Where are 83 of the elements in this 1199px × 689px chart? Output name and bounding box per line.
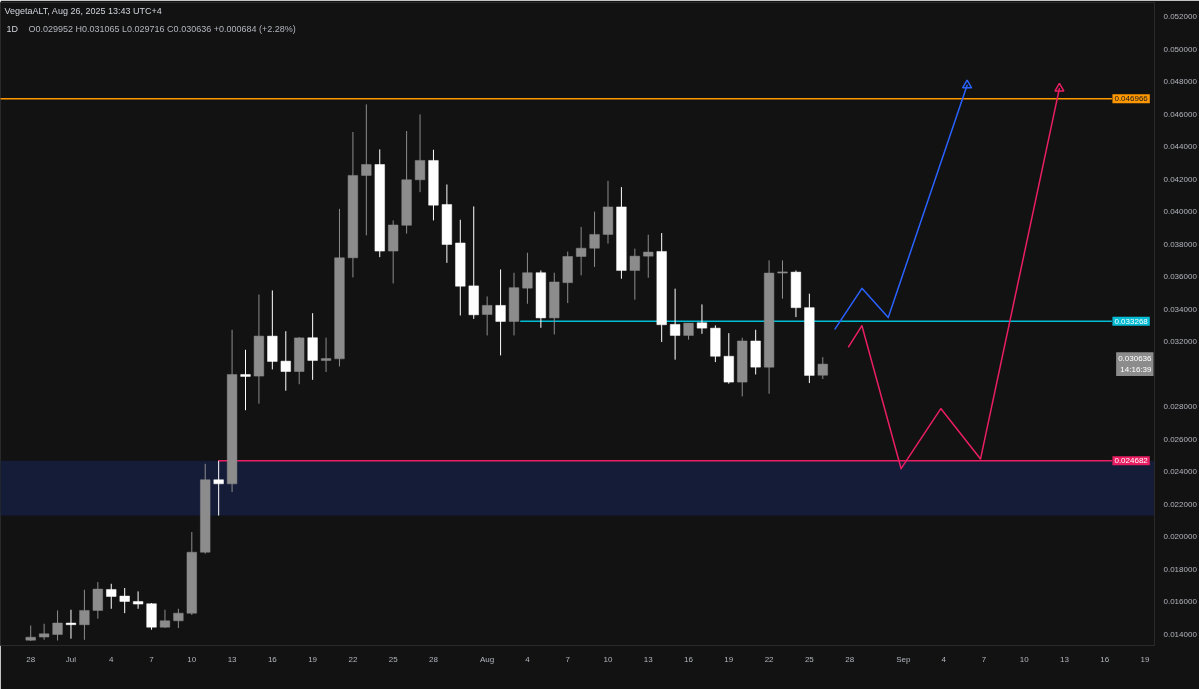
- candlestick: [482, 295, 493, 336]
- data-label: 0.033268: [1114, 316, 1149, 326]
- candlestick: [52, 609, 63, 641]
- y-tick-label: 0.036000: [1163, 272, 1198, 282]
- candlestick: [119, 587, 130, 614]
- candlestick: [159, 609, 171, 629]
- candlestick: [777, 259, 788, 300]
- x-tick-label: 4: [109, 654, 115, 664]
- x-tick-label: 13: [1059, 654, 1070, 664]
- candlestick: [65, 609, 77, 640]
- x-tick-label: 16: [267, 654, 278, 664]
- x-tick-label: 7: [565, 654, 571, 664]
- y-tick-label: 0.016000: [1163, 597, 1198, 607]
- y-tick-label: 0.014000: [1163, 629, 1198, 639]
- x-tick-label: Sep: [896, 654, 912, 664]
- x-tick-label: 16: [684, 654, 694, 664]
- y-tick-label: 0.028000: [1163, 402, 1198, 412]
- x-tick-label: 10: [603, 654, 613, 664]
- x-tick-label: 22: [764, 654, 775, 664]
- candlestick: [39, 623, 50, 641]
- candlestick: [307, 312, 318, 381]
- candlestick: [361, 103, 372, 236]
- y-tick-label: 0.038000: [1163, 239, 1198, 249]
- annotation: VegetaALT, Aug 26, 2025 13:43 UTC+4: [4, 5, 162, 16]
- text: O0.029952 H0.031065 L0.029716 C0.030636 +0.000684 (+2.28%): [28, 23, 296, 34]
- candlestick: [817, 356, 828, 380]
- candlestick: [576, 226, 587, 276]
- data-label: 0.046966: [1114, 94, 1149, 104]
- candlestick: [522, 252, 533, 305]
- x-tick-label: 16: [1100, 654, 1110, 664]
- y-tick-label: 0.022000: [1163, 499, 1198, 509]
- x-tick-label: 10: [187, 654, 197, 664]
- y-tick-label: 0.048000: [1163, 77, 1198, 87]
- candlestick: [92, 581, 103, 620]
- x-tick-label: 7: [149, 654, 155, 664]
- x-tick-label: 22: [348, 654, 358, 664]
- candlestick: [320, 337, 332, 373]
- y-tick-label: 0.042000: [1163, 174, 1198, 184]
- x-tick-label: 10: [1019, 654, 1030, 664]
- x-tick-label: 25: [804, 654, 815, 664]
- y-tick-label: 0.026000: [1163, 434, 1198, 444]
- candlestick: [589, 211, 600, 268]
- candlestick: [696, 303, 708, 335]
- x-tick-label: 28: [845, 654, 855, 664]
- candlestick: [670, 288, 681, 361]
- candlestick: [79, 589, 90, 641]
- y-tick-label: 0.050000: [1163, 44, 1198, 54]
- candlestick: [495, 268, 506, 356]
- candlestick: [106, 583, 117, 610]
- y-tick-label: 0.032000: [1163, 337, 1198, 347]
- y-tick-label: 0.052000: [1163, 12, 1198, 22]
- y-tick-label: 0.034000: [1163, 304, 1198, 314]
- y-tick-label: 0.018000: [1163, 564, 1198, 574]
- x-tick-label: 28: [26, 654, 36, 664]
- candlestick: [240, 349, 251, 411]
- x-tick-label: Aug: [480, 654, 495, 664]
- annotation: 0.030636 14:16:39: [1118, 354, 1153, 375]
- x-tick-label: 13: [643, 654, 654, 664]
- y-tick-label: 0.024000: [1163, 467, 1198, 477]
- candlestick: [280, 330, 291, 392]
- x-tick-label: 19: [724, 654, 734, 664]
- x-tick-label: 4: [525, 654, 531, 664]
- x-tick-label: Jul: [65, 654, 77, 664]
- candlestick: [146, 602, 157, 631]
- candlestick: [414, 113, 426, 193]
- y-tick-label: 0.020000: [1163, 532, 1198, 542]
- y-tick-label: 0.040000: [1163, 207, 1198, 217]
- x-tick-label: 19: [1140, 654, 1150, 664]
- x-tick-label: 4: [941, 654, 947, 664]
- data-label: 0.024682: [1114, 456, 1149, 466]
- x-tick-label: 25: [388, 654, 399, 664]
- candlestick: [133, 590, 144, 610]
- text: 1D: [6, 23, 19, 34]
- candlestick: [629, 248, 640, 301]
- candlestick: [643, 234, 654, 279]
- x-tick-label: 28: [429, 654, 439, 664]
- x-tick-label: 7: [981, 654, 987, 664]
- candlestick: [213, 460, 224, 516]
- x-tick-label: 13: [227, 654, 238, 664]
- x-tick-label: 19: [308, 654, 318, 664]
- y-tick-label: 0.044000: [1163, 142, 1198, 152]
- candlestick: [173, 608, 184, 629]
- y-tick-label: 0.046000: [1163, 109, 1198, 119]
